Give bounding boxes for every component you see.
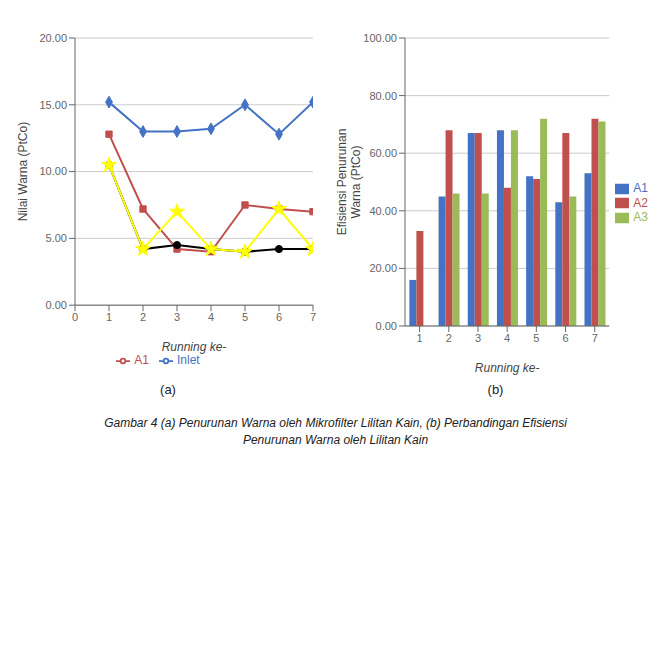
svg-text:0.00: 0.00 <box>376 320 397 332</box>
html-text:A1: A1 <box>633 180 648 195</box>
svg-text:0.00: 0.00 <box>46 299 67 311</box>
svg-text:2: 2 <box>446 332 452 344</box>
svg-text:40.00: 40.00 <box>369 205 397 217</box>
svg-text:100.00: 100.00 <box>363 32 397 44</box>
svg-text:Nilai Warna (PtCo): Nilai Warna (PtCo) <box>16 122 30 222</box>
svg-text:0: 0 <box>72 311 78 323</box>
svg-text:1: 1 <box>417 332 423 344</box>
svg-text:5.00: 5.00 <box>46 232 67 244</box>
svg-text:4: 4 <box>504 332 510 344</box>
html-text:(b): (b) <box>487 382 504 397</box>
svg-text:Running ke-: Running ke- <box>475 361 540 375</box>
svg-text:7: 7 <box>310 311 316 323</box>
html-text:Inlet: Inlet <box>177 353 200 368</box>
svg-text:10.00: 10.00 <box>39 165 67 177</box>
svg-text:15.00: 15.00 <box>39 99 67 111</box>
html-text:(a): (a) <box>160 382 176 397</box>
svg-text:6: 6 <box>276 311 282 323</box>
svg-text:3: 3 <box>475 332 481 344</box>
svg-text:20.00: 20.00 <box>369 262 397 274</box>
svg-text:5: 5 <box>242 311 248 323</box>
svg-text:5: 5 <box>533 332 539 344</box>
svg-text:2: 2 <box>140 311 146 323</box>
svg-text:20.00: 20.00 <box>39 32 67 44</box>
svg-text:1: 1 <box>106 311 112 323</box>
svg-text:3: 3 <box>174 311 180 323</box>
svg-text:60.00: 60.00 <box>369 147 397 159</box>
svg-text:4: 4 <box>208 311 214 323</box>
html-text:Gambar 4 (a) Penurunan Warna o: Gambar 4 (a) Penurunan Warna oleh Mikrof… <box>104 416 567 430</box>
svg-text:Efisiensi PenurunanWarna (PtCo: Efisiensi PenurunanWarna (PtCo) <box>335 129 363 236</box>
html-text:Penurunan Warna oleh Lilitan K: Penurunan Warna oleh Lilitan Kain <box>242 433 429 447</box>
html-text:A3: A3 <box>633 210 648 225</box>
svg-text:6: 6 <box>562 332 568 344</box>
html-text:A2: A2 <box>633 195 648 210</box>
svg-text:Running ke-: Running ke- <box>162 340 227 354</box>
svg-text:80.00: 80.00 <box>369 90 397 102</box>
html-text:A1: A1 <box>134 353 149 368</box>
svg-text:7: 7 <box>592 332 598 344</box>
